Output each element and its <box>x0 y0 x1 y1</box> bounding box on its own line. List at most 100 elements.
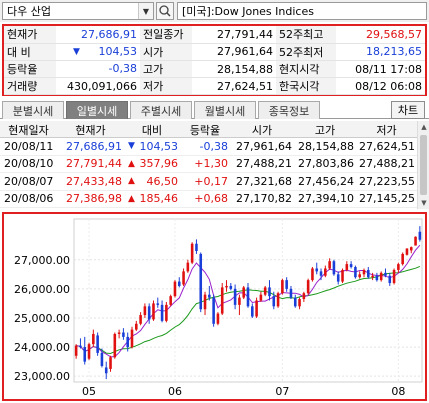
candle-body <box>220 287 224 314</box>
tab-monthly[interactable]: 월별시세 <box>194 101 256 119</box>
col-header-close[interactable]: 현재가 <box>75 123 106 137</box>
candle-body <box>216 313 220 324</box>
candle-body <box>397 264 400 270</box>
table-row[interactable]: 20/08/07 27,433,48 ▲ 46,50 +0,17 27,321,68 27,… <box>0 173 417 191</box>
cell-close: 27,791,44 <box>66 157 122 171</box>
quote-value: 27,791,44 <box>192 26 276 44</box>
candle-body <box>117 332 121 334</box>
chart-button[interactable]: 차트 <box>391 101 425 119</box>
quote-value: ▼ 104,53 <box>56 44 140 61</box>
candle-body <box>208 294 211 298</box>
candle-body <box>255 300 258 317</box>
up-arrow-icon: ▲ <box>128 158 135 169</box>
daily-table-body: 20/08/11 27,686,91 ▼ 104,53 -0,38 27,961,64 28… <box>0 138 417 209</box>
quote-row: 거래량 430,091,066 저가 27,624,51 한국시각 08/12 06:08 <box>4 77 425 95</box>
candle-body <box>79 345 82 348</box>
top-bar: 다우 산업 ▼ [미국]:Dow Jones Indices <box>0 0 429 22</box>
cell-low: 27,488,21 <box>359 157 415 171</box>
candle-body <box>182 271 185 285</box>
cell-diff: ▲ 185,46 <box>124 191 180 208</box>
candle-body <box>379 272 383 281</box>
candle-body <box>126 336 129 348</box>
cell-date: 20/08/10 <box>4 157 54 171</box>
col-header-date[interactable]: 현재일자 <box>8 123 49 137</box>
candle-body <box>336 274 340 282</box>
col-header-low[interactable]: 저가 <box>376 123 397 137</box>
cell-diff: ▼ 104,53 <box>124 138 180 155</box>
candle-body <box>87 344 91 359</box>
table-row[interactable]: 20/08/10 27,791,44 ▲ 357,96 +1,30 27,488,21 27… <box>0 156 417 173</box>
x-tick-label: 07 <box>275 385 289 398</box>
daily-table-header: 현재일자 현재가 대비 등락율 시가 고가 저가 <box>0 121 417 138</box>
y-tick-label: 24,000.00 <box>14 341 70 354</box>
search-icon <box>159 5 171 17</box>
chevron-down-icon[interactable]: ▼ <box>138 3 153 19</box>
candle-body <box>293 297 297 307</box>
daily-price-table: 현재일자 현재가 대비 등락율 시가 고가 저가 20/08/11 27,686,… <box>0 121 429 209</box>
table-row[interactable]: 20/08/11 27,686,91 ▼ 104,53 -0,38 27,961,64 28… <box>0 138 417 156</box>
candle-body <box>109 357 112 369</box>
cell-diff-value: 185,46 <box>139 192 179 206</box>
tab-minute[interactable]: 분별시세 <box>2 101 64 119</box>
col-header-diff[interactable]: 대비 <box>141 123 163 137</box>
cell-open: 27,170,82 <box>236 192 292 206</box>
candle-body <box>152 303 155 320</box>
quote-label: 한국시각 <box>276 77 336 95</box>
search-button[interactable] <box>156 2 174 20</box>
cell-close: 27,686,91 <box>66 139 122 153</box>
cell-rate: +0,17 <box>194 174 228 188</box>
quote-label: 거래량 <box>4 77 56 95</box>
candle-body <box>276 293 280 307</box>
candle-body <box>315 268 319 272</box>
candle-body <box>246 287 250 307</box>
y-tick-label: 26,000.00 <box>14 283 70 296</box>
candle-body <box>281 280 284 294</box>
up-arrow-icon: ▲ <box>128 176 135 187</box>
candle-body <box>358 274 361 278</box>
candle-body <box>173 281 177 297</box>
vertical-scrollbar[interactable]: ▲ ▼ <box>417 121 429 209</box>
quote-value: 28,154,88 <box>192 60 276 78</box>
cell-low: 27,145,25 <box>359 192 415 206</box>
candle-body <box>160 304 164 321</box>
quote-value: 08/12 06:08 <box>336 77 425 95</box>
cell-diff-value: 104,53 <box>139 139 179 153</box>
candle-body <box>190 243 194 263</box>
quote-label: 등락율 <box>4 60 56 78</box>
table-row[interactable]: 20/08/06 27,386,98 ▲ 185,46 +0,68 27,170,82 27… <box>0 191 417 208</box>
quote-panel: 현재가 27,686,91 전일종가 27,791,44 52주최고 29,568,57 대… <box>2 24 427 96</box>
scroll-down-icon[interactable]: ▼ <box>421 199 427 207</box>
x-tick-label: 08 <box>391 385 405 398</box>
candle-body <box>332 261 336 275</box>
candlestick-chart[interactable]: 27,000.00 26,000.00 25,000.00 24,000.00 23,0… <box>4 214 425 399</box>
quote-value: 18,213,65 <box>336 43 425 61</box>
candle-body <box>199 253 203 310</box>
tab-stock-info[interactable]: 종목정보 <box>258 101 320 119</box>
scroll-thumb[interactable] <box>420 135 427 195</box>
candle-body <box>147 306 151 320</box>
candle-body <box>238 297 241 305</box>
up-arrow-icon: ▲ <box>128 193 135 204</box>
candle-body <box>233 288 237 305</box>
cell-diff: ▲ 357,96 <box>124 156 180 173</box>
y-tick-label: 25,000.00 <box>14 312 70 325</box>
candle-body <box>311 268 314 281</box>
tab-weekly[interactable]: 주별시세 <box>130 101 192 119</box>
x-tick-label: 05 <box>82 385 96 398</box>
col-header-open[interactable]: 시가 <box>251 123 273 137</box>
col-header-high[interactable]: 고가 <box>314 123 336 137</box>
candle-body <box>341 269 344 282</box>
tab-daily[interactable]: 일별시세 <box>66 101 128 119</box>
col-header-rate[interactable]: 등락율 <box>189 123 221 137</box>
candle-body <box>165 304 168 321</box>
candle-body <box>225 285 228 288</box>
quote-row: 대 비 ▼ 104,53 시가 27,961,64 52주최저 18,213,65 <box>4 43 425 61</box>
quote-row: 등락율 -0,38 고가 28,154,88 현지시각 08/11 17:08 <box>4 60 425 78</box>
scroll-up-icon[interactable]: ▲ <box>421 123 427 131</box>
plot-frame <box>73 218 423 383</box>
down-arrow-icon: ▼ <box>73 46 80 57</box>
cell-rate: +0,68 <box>194 192 228 206</box>
symbol-select[interactable]: 다우 산업 ▼ <box>2 2 154 20</box>
cell-open: 27,961,64 <box>236 139 292 153</box>
candle-body <box>375 275 379 281</box>
